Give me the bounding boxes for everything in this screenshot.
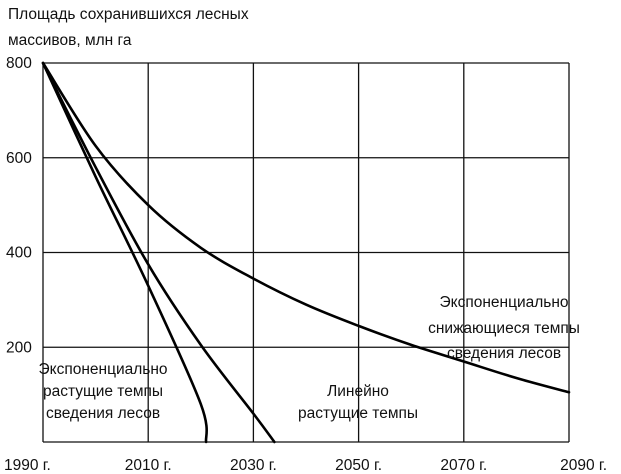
x-tick-2030: 2030 г. bbox=[230, 457, 277, 474]
label-exp-increasing-line-2: растущие темпы bbox=[43, 383, 163, 400]
label-linear-increasing-line-1: Линейно bbox=[327, 383, 389, 400]
label-linear-increasing-line-2: растущие темпы bbox=[298, 405, 418, 422]
x-tick-2070: 2070 г. bbox=[440, 457, 487, 474]
series-line-exp-increasing bbox=[41, 61, 209, 444]
label-exp-increasing-line-1: Экспоненциально bbox=[38, 361, 167, 378]
x-tick-2050: 2050 г. bbox=[335, 457, 382, 474]
y-axis-title-line-2: массивов, млн га bbox=[8, 32, 132, 49]
x-tick-2010: 2010 г. bbox=[125, 457, 172, 474]
y-tick-400: 400 bbox=[6, 245, 32, 262]
label-exp-decreasing-line-3: сведения лесов bbox=[447, 345, 561, 362]
label-exp-decreasing-line-2: снижающиеся темпы bbox=[428, 320, 580, 337]
y-tick-800: 800 bbox=[6, 55, 32, 72]
x-tick-1990: 1990 г. bbox=[4, 457, 51, 474]
series-line-linear-increasing bbox=[41, 61, 276, 444]
series-line-exp-decreasing bbox=[41, 61, 571, 394]
series-curves bbox=[41, 61, 571, 444]
label-exp-decreasing-line-1: Экспоненциально bbox=[439, 294, 568, 311]
y-tick-600: 600 bbox=[6, 150, 32, 167]
y-tick-200: 200 bbox=[6, 339, 32, 356]
y-axis-title: Площадь сохранившихся лесных массивов, м… bbox=[8, 6, 249, 49]
y-axis-title-line-1: Площадь сохранившихся лесных bbox=[8, 6, 249, 23]
series-annotations: Экспоненциально снижающиеся темпы сведен… bbox=[38, 294, 579, 422]
tick-labels: 200 400 600 800 1990 г. 2010 г. 2030 г. 2050 г.… bbox=[4, 55, 607, 474]
grid bbox=[42, 62, 570, 443]
x-tick-2090: 2090 г. bbox=[560, 457, 607, 474]
label-exp-increasing-line-3: сведения лесов bbox=[46, 405, 160, 422]
